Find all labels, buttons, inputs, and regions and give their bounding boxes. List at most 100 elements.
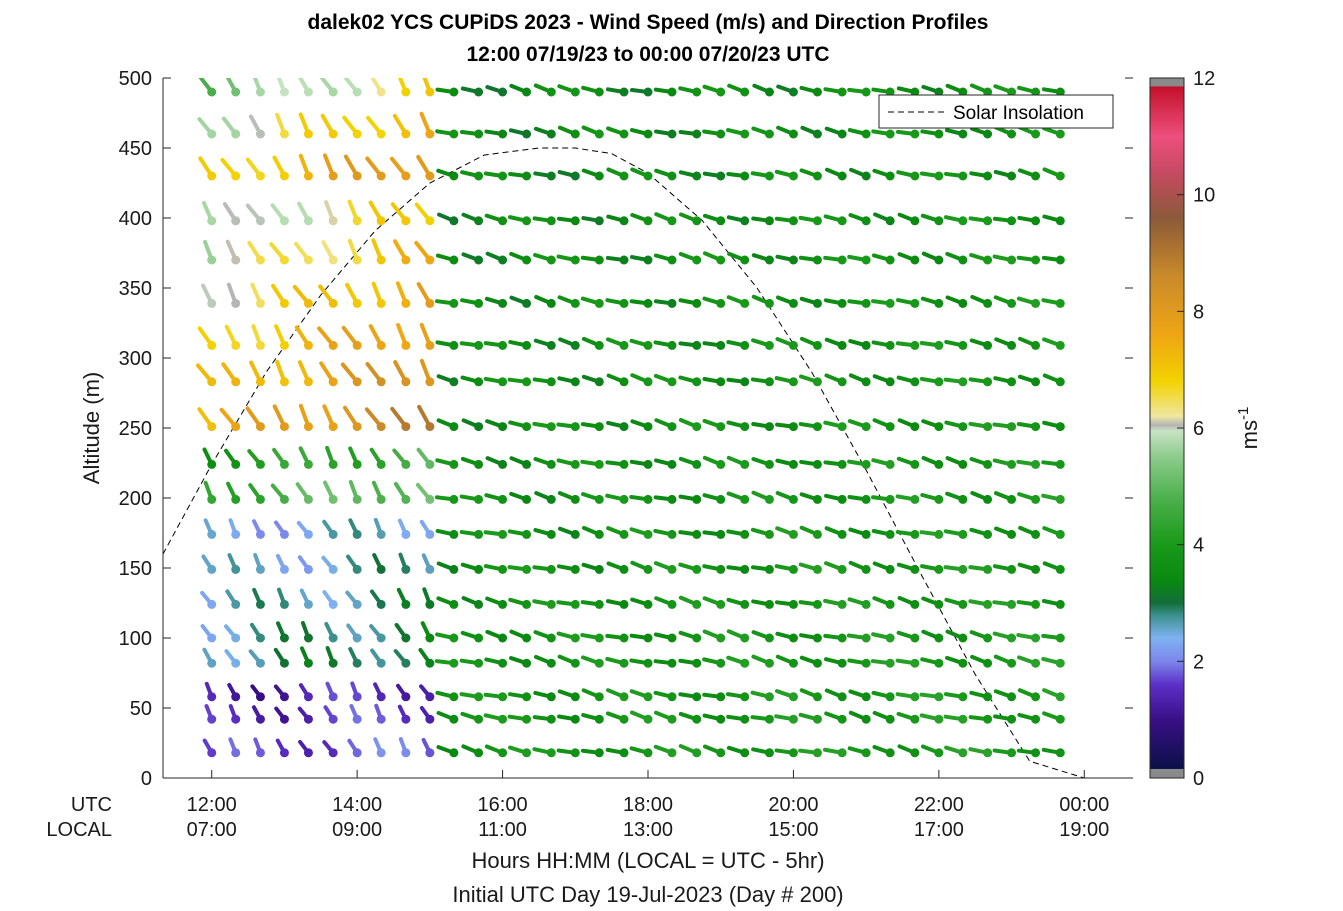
wind-barb [225, 589, 241, 609]
wind-barb-dot [207, 748, 217, 758]
wind-barb-dot [474, 298, 484, 308]
wind-barb-dot [983, 171, 993, 181]
wind-barb-dot [207, 633, 217, 643]
chart-title-line2: 12:00 07/19/23 to 00:00 07/20/23 UTC [466, 43, 829, 66]
wind-barb [396, 323, 411, 350]
wind-barb-dot [231, 129, 241, 139]
wind-barb [726, 655, 750, 668]
wind-barb-dot [498, 459, 508, 469]
wind-barb [872, 744, 895, 758]
wind-barb-dot [910, 255, 920, 265]
wind-barb-dot [788, 377, 798, 387]
wind-barb [508, 597, 532, 609]
wind-barb [848, 213, 871, 226]
wind-barb [581, 374, 604, 387]
wind-barb-dot [885, 714, 895, 724]
wind-barb [945, 655, 968, 668]
wind-barb-dot [764, 494, 774, 504]
wind-barb [970, 490, 993, 504]
wind-barb-dot [983, 216, 993, 226]
wind-barb-dot [546, 255, 556, 265]
wind-barb-dot [546, 633, 556, 643]
wind-barb [896, 630, 920, 643]
wind-barb-dot [812, 340, 822, 350]
wind-barb [896, 298, 920, 308]
wind-barb [459, 529, 484, 539]
wind-barb-dot [1007, 255, 1017, 265]
wind-barb-dot [788, 422, 798, 432]
wind-barb [368, 324, 386, 350]
wind-barb-dot [861, 298, 871, 308]
wind-barb [202, 447, 217, 469]
wind-barb-dot [279, 633, 289, 643]
wind-barb [507, 529, 532, 539]
wind-barb [823, 255, 847, 265]
wind-barb-dot [885, 658, 895, 668]
wind-barb-dot [716, 216, 726, 226]
wind-barb-dot [958, 692, 968, 702]
wind-barb-dot [352, 529, 362, 539]
wind-barb-dot [861, 340, 871, 350]
wind-barb [752, 83, 774, 97]
wind-barb-dot [401, 714, 411, 724]
wind-barb [968, 216, 993, 226]
wind-barb-dot [522, 459, 532, 469]
wind-barb [298, 112, 313, 139]
wind-barb [1042, 126, 1065, 139]
wind-barb [434, 494, 459, 504]
wind-barb-dot [958, 340, 968, 350]
wind-barb-dot [279, 529, 289, 539]
wind-barb [1042, 373, 1065, 387]
wind-barb-dot [279, 494, 289, 504]
x-tick-label-local: 11:00 [478, 819, 527, 841]
wind-barb-dot [376, 529, 386, 539]
wind-barb [485, 419, 508, 432]
wind-barb [250, 684, 265, 702]
wind-barb-dot [401, 658, 411, 668]
wind-barb [419, 111, 435, 139]
wind-barb-dot [667, 633, 677, 643]
wind-barb [775, 295, 798, 308]
wind-barb [508, 128, 532, 139]
wind-barb-dot [474, 129, 484, 139]
wind-barb-dot [837, 529, 847, 539]
wind-barb-dot [328, 87, 338, 97]
wind-barb-dot [1055, 494, 1065, 504]
wind-barb-dot [885, 529, 895, 539]
wind-barb-dot [546, 377, 556, 387]
wind-barb [349, 703, 362, 724]
wind-barb-dot [425, 129, 435, 139]
wind-barb [750, 171, 774, 181]
wind-barb-dot [570, 529, 580, 539]
wind-barb [324, 621, 338, 643]
wind-barb [343, 154, 362, 181]
wind-barb-dot [1007, 377, 1017, 387]
wind-barb-dot [1055, 748, 1065, 758]
wind-barb-dot [788, 529, 798, 539]
wind-barb [347, 738, 362, 758]
wind-barb [365, 156, 386, 181]
wind-barb-dot [231, 599, 241, 609]
wind-barb-dot [958, 714, 968, 724]
wind-barb [348, 446, 362, 469]
wind-barb-dot [643, 171, 653, 181]
wind-barb-dot [328, 692, 338, 702]
wind-barb-dot [643, 692, 653, 702]
wind-barb-dot [740, 529, 750, 539]
wind-barb [799, 374, 822, 387]
wind-barb-dot [425, 529, 435, 539]
wind-barb [345, 590, 362, 609]
wind-barb [823, 633, 847, 643]
wind-barb [944, 420, 968, 432]
wind-barb-dot [231, 171, 241, 181]
wind-barb [992, 254, 1017, 265]
wind-barb [1042, 561, 1065, 574]
wind-barb-dot [231, 340, 241, 350]
wind-barb [396, 587, 411, 609]
wind-barb [968, 714, 993, 724]
wind-barb [872, 561, 895, 574]
wind-barb-dot [376, 714, 386, 724]
wind-barb [895, 658, 920, 668]
wind-barb-dot [352, 298, 362, 308]
wind-barb-dot [255, 714, 265, 724]
